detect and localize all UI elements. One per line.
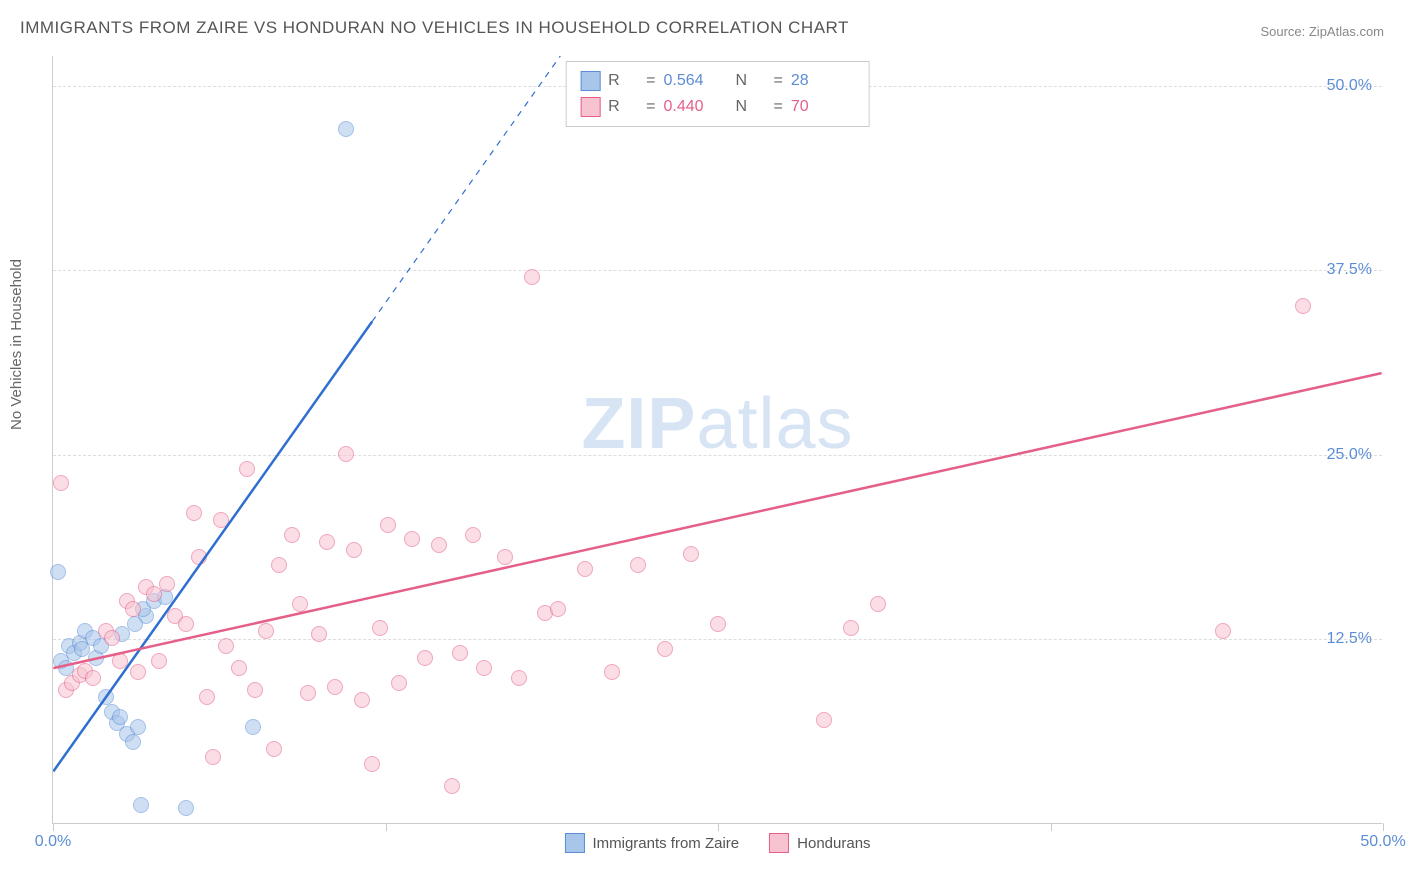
data-point bbox=[346, 542, 362, 558]
source-label: Source: ZipAtlas.com bbox=[1260, 24, 1384, 39]
data-point bbox=[300, 685, 316, 701]
data-point bbox=[271, 557, 287, 573]
data-point bbox=[843, 620, 859, 636]
data-point bbox=[391, 675, 407, 691]
data-point bbox=[404, 531, 420, 547]
gridline bbox=[53, 455, 1382, 456]
chart-title: IMMIGRANTS FROM ZAIRE VS HONDURAN NO VEH… bbox=[20, 18, 849, 38]
correlation-legend: R= 0.564 N= 28 R= 0.440 N= 70 bbox=[565, 61, 870, 127]
data-point bbox=[213, 512, 229, 528]
legend-item-honduran: Hondurans bbox=[769, 833, 870, 853]
data-point bbox=[577, 561, 593, 577]
data-point bbox=[497, 549, 513, 565]
data-point bbox=[191, 549, 207, 565]
data-point bbox=[1215, 623, 1231, 639]
data-point bbox=[338, 121, 354, 137]
data-point bbox=[511, 670, 527, 686]
data-point bbox=[630, 557, 646, 573]
y-tick-label: 12.5% bbox=[1327, 630, 1372, 648]
data-point bbox=[870, 596, 886, 612]
data-point bbox=[417, 650, 433, 666]
regression-lines bbox=[53, 56, 1382, 823]
data-point bbox=[604, 664, 620, 680]
x-tick bbox=[386, 823, 387, 831]
data-point bbox=[476, 660, 492, 676]
data-point bbox=[205, 749, 221, 765]
legend-item-zaire: Immigrants from Zaire bbox=[564, 833, 739, 853]
gridline bbox=[53, 639, 1382, 640]
legend-swatch-honduran bbox=[580, 97, 600, 117]
data-point bbox=[98, 689, 114, 705]
data-point bbox=[125, 601, 141, 617]
data-point bbox=[245, 719, 261, 735]
data-point bbox=[218, 638, 234, 654]
data-point bbox=[452, 645, 468, 661]
data-point bbox=[258, 623, 274, 639]
data-point bbox=[284, 527, 300, 543]
data-point bbox=[292, 596, 308, 612]
data-point bbox=[178, 800, 194, 816]
data-point bbox=[266, 741, 282, 757]
data-point bbox=[354, 692, 370, 708]
correlation-row-zaire: R= 0.564 N= 28 bbox=[580, 68, 855, 94]
data-point bbox=[816, 712, 832, 728]
data-point bbox=[199, 689, 215, 705]
plot-area: ZIPatlas R= 0.564 N= 28 R= 0.440 N= 70 I… bbox=[52, 56, 1382, 824]
x-tick bbox=[53, 823, 54, 831]
data-point bbox=[683, 546, 699, 562]
data-point bbox=[364, 756, 380, 772]
data-point bbox=[311, 626, 327, 642]
data-point bbox=[159, 576, 175, 592]
data-point bbox=[133, 797, 149, 813]
data-point bbox=[104, 630, 120, 646]
x-tick bbox=[1383, 823, 1384, 831]
data-point bbox=[465, 527, 481, 543]
series-legend: Immigrants from Zaire Hondurans bbox=[564, 833, 870, 853]
y-tick-label: 37.5% bbox=[1327, 261, 1372, 279]
watermark: ZIPatlas bbox=[581, 383, 853, 465]
gridline bbox=[53, 270, 1382, 271]
x-tick-label: 0.0% bbox=[35, 833, 71, 851]
data-point bbox=[125, 734, 141, 750]
data-point bbox=[657, 641, 673, 657]
data-point bbox=[524, 269, 540, 285]
data-point bbox=[130, 664, 146, 680]
data-point bbox=[247, 682, 263, 698]
data-point bbox=[85, 670, 101, 686]
correlation-row-honduran: R= 0.440 N= 70 bbox=[580, 94, 855, 120]
data-point bbox=[372, 620, 388, 636]
legend-swatch-zaire bbox=[580, 71, 600, 91]
x-tick bbox=[1051, 823, 1052, 831]
y-tick-label: 25.0% bbox=[1327, 446, 1372, 464]
data-point bbox=[151, 653, 167, 669]
data-point bbox=[380, 517, 396, 533]
data-point bbox=[431, 537, 447, 553]
x-tick-label: 50.0% bbox=[1360, 833, 1405, 851]
y-axis-label: No Vehicles in Household bbox=[8, 259, 25, 430]
data-point bbox=[112, 653, 128, 669]
data-point bbox=[112, 709, 128, 725]
y-tick-label: 50.0% bbox=[1327, 77, 1372, 95]
data-point bbox=[178, 616, 194, 632]
data-point bbox=[50, 564, 66, 580]
data-point bbox=[1295, 298, 1311, 314]
x-tick bbox=[718, 823, 719, 831]
data-point bbox=[338, 446, 354, 462]
data-point bbox=[146, 586, 162, 602]
data-point bbox=[53, 475, 69, 491]
data-point bbox=[319, 534, 335, 550]
data-point bbox=[710, 616, 726, 632]
data-point bbox=[127, 616, 143, 632]
data-point bbox=[239, 461, 255, 477]
data-point bbox=[231, 660, 247, 676]
data-point bbox=[444, 778, 460, 794]
data-point bbox=[327, 679, 343, 695]
data-point bbox=[130, 719, 146, 735]
data-point bbox=[550, 601, 566, 617]
data-point bbox=[186, 505, 202, 521]
